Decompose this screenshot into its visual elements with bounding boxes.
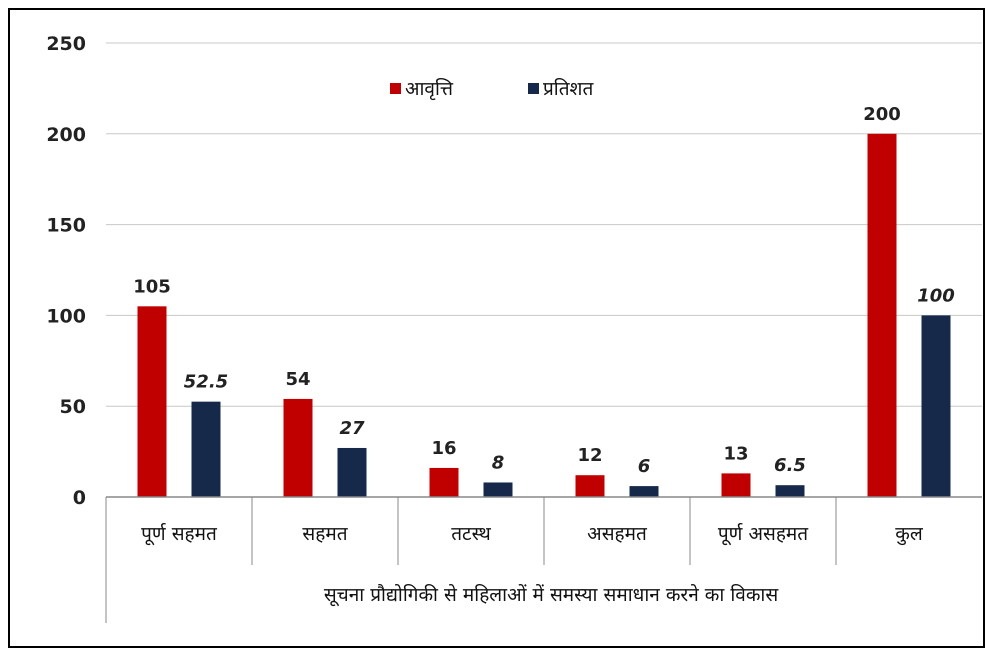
- data-label-frequency: 200: [863, 104, 901, 125]
- y-tick-label: 150: [46, 215, 86, 237]
- data-label-percentage: 100: [917, 285, 955, 306]
- bar-frequency: [867, 133, 897, 498]
- data-label-frequency: 105: [133, 276, 171, 297]
- y-tick-label: 250: [46, 33, 86, 55]
- data-labels: 105 52.5 54 27 16 8 12 6 13 6.5 200 100: [133, 104, 955, 477]
- bar-percentage: [775, 485, 805, 497]
- bar-percentage: [921, 315, 951, 497]
- y-tick-label: 50: [60, 396, 86, 418]
- data-label-frequency: 16: [431, 438, 456, 459]
- bar-frequency: [721, 473, 751, 497]
- y-tick-label: 0: [73, 487, 86, 509]
- bar-percentage: [337, 447, 367, 497]
- category-label: कुल: [895, 523, 924, 546]
- data-label-percentage: 6: [638, 456, 651, 477]
- gridlines: [106, 42, 982, 407]
- data-label-percentage: 6.5: [774, 455, 806, 476]
- category-labels: पूर्ण सहमत सहमत तटस्थ असहमत पूर्ण असहमत कुल: [141, 522, 924, 546]
- legend-label-frequency: आवृत्ति: [405, 77, 454, 101]
- category-label: असहमत: [587, 523, 648, 545]
- bars: [137, 133, 951, 498]
- category-label: पूर्ण सहमत: [141, 522, 218, 546]
- y-tick-label: 100: [46, 305, 86, 327]
- category-label: तटस्थ: [451, 523, 491, 545]
- bar-frequency: [283, 398, 313, 497]
- legend-swatch-percentage: [528, 83, 539, 94]
- category-label: सहमत: [302, 523, 348, 545]
- legend: आवृत्ति प्रतिशत: [390, 77, 594, 101]
- legend-swatch-frequency: [390, 83, 401, 94]
- data-label-percentage: 52.5: [184, 372, 228, 393]
- y-tick-label: 200: [46, 124, 86, 146]
- bar-percentage: [483, 482, 513, 497]
- bar-frequency: [137, 306, 167, 497]
- data-label-frequency: 13: [723, 443, 748, 464]
- bar-chart: 0 50 100 150 200 250 105 52.5 54 27 16 8 12 6 13 6.5 20…: [46, 33, 982, 623]
- legend-label-percentage: प्रतिशत: [543, 77, 594, 100]
- data-label-frequency: 54: [285, 369, 310, 390]
- bar-percentage: [629, 486, 659, 497]
- data-label-frequency: 12: [577, 445, 602, 466]
- bar-frequency: [575, 475, 605, 497]
- data-label-percentage: 27: [339, 418, 365, 439]
- bar-frequency: [429, 467, 459, 497]
- x-axis-title: सूचना प्रौद्योगिकी से महिलाओं में समस्या…: [324, 583, 780, 607]
- bar-percentage: [191, 401, 221, 497]
- x-axis: [105, 496, 982, 623]
- y-axis-ticks: 0 50 100 150 200 250: [46, 33, 86, 509]
- category-label: पूर्ण असहमत: [718, 522, 809, 546]
- data-label-percentage: 8: [492, 452, 505, 473]
